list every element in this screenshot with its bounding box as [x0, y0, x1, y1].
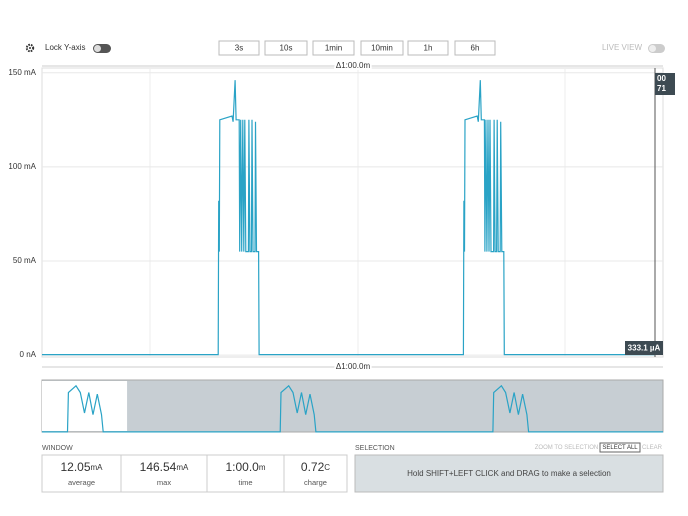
cursor-flag-text: 71: [657, 84, 666, 93]
range-button[interactable]: [218, 40, 260, 56]
stat-label: max: [157, 478, 171, 487]
cursor-flag-text: 00: [657, 74, 666, 83]
stat-unit: C: [324, 463, 330, 472]
lock-label: Lock Y-axis: [45, 43, 85, 52]
selection-button[interactable]: CLEAR: [642, 445, 663, 451]
overview-window[interactable]: [42, 381, 128, 431]
delta-label: Δ1:00.0m: [336, 362, 371, 371]
stat-number: 12.05: [60, 460, 90, 474]
selection-title: SELECTION: [355, 445, 395, 452]
live-view-label: LIVE VIEW: [602, 43, 642, 52]
range-button[interactable]: [454, 40, 496, 56]
range-button-label: 3s: [235, 44, 243, 53]
stat-value: 146.54mA: [140, 460, 189, 474]
y-tick-label: 150 mA: [8, 68, 36, 77]
range-button-label: 1min: [325, 44, 342, 53]
lock-toggle[interactable]: [93, 44, 111, 53]
stat-unit: m: [259, 463, 266, 472]
range-button[interactable]: [264, 40, 308, 56]
range-button-label: 10s: [280, 44, 293, 53]
y-tick-label: 50 mA: [13, 256, 37, 265]
stat-unit: mA: [91, 463, 104, 472]
settings-icon[interactable]: [25, 43, 35, 53]
stat-number: 146.54: [140, 460, 177, 474]
stat-number: 1:00.0: [225, 460, 259, 474]
plot-frame: [41, 67, 664, 358]
stat-label: time: [238, 478, 252, 487]
live-view-toggle[interactable]: [648, 44, 665, 53]
stat-value: 0.72C: [301, 460, 330, 474]
select-all-frame[interactable]: [599, 442, 641, 453]
window-title: WINDOW: [42, 445, 73, 452]
selection-hint: Hold SHIFT+LEFT CLICK and DRAG to make a…: [407, 469, 611, 478]
overview-trace: [42, 384, 663, 433]
selection-button[interactable]: SELECT ALL: [602, 445, 638, 451]
stats-box: [41, 454, 348, 493]
cursor-value-box: [625, 341, 663, 355]
range-button[interactable]: [360, 40, 404, 56]
stat-value: 1:00.0m: [225, 460, 265, 474]
range-button[interactable]: [407, 40, 449, 56]
current-trace: [42, 80, 655, 356]
stat-number: 0.72: [301, 460, 325, 474]
range-button-label: 10min: [371, 44, 393, 53]
selection-box: [354, 454, 664, 493]
cursor-value: 333.1 µA: [628, 344, 661, 353]
range-button[interactable]: [312, 40, 355, 56]
range-button-label: 1h: [424, 44, 433, 53]
cursor-flag: [655, 73, 675, 95]
stat-value: 12.05mA: [60, 460, 103, 474]
stat-label: average: [68, 478, 95, 487]
overview-frame[interactable]: [41, 379, 664, 433]
stat-label: charge: [304, 478, 327, 487]
selection-button[interactable]: ZOOM TO SELECTION: [535, 445, 598, 451]
delta-label: Δ1:00.0m: [336, 61, 371, 70]
stat-unit: mA: [176, 463, 189, 472]
y-tick-label: 100 mA: [8, 162, 36, 171]
y-tick-label: 0 nA: [20, 350, 37, 359]
range-button-label: 6h: [471, 44, 480, 53]
